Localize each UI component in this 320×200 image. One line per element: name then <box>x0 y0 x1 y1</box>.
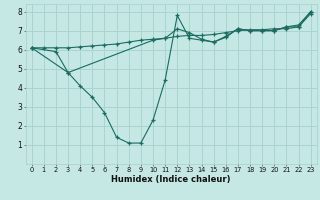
X-axis label: Humidex (Indice chaleur): Humidex (Indice chaleur) <box>111 175 231 184</box>
